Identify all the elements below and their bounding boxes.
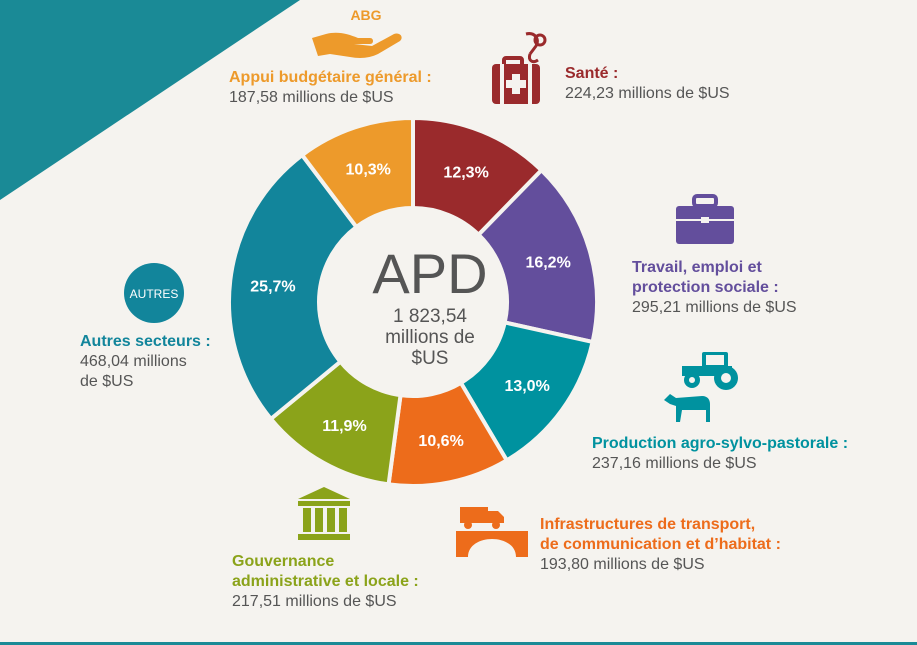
- medical-kit-icon: [490, 30, 560, 111]
- percent-labels: 12,3% 16,2% 13,0% 10,6% 11,9% 25,7% 10,3%: [250, 161, 571, 450]
- label-autres: Autres secteurs : 468,04 millions de $US: [80, 332, 211, 392]
- label-sante-value: 224,23 millions de $US: [565, 85, 730, 102]
- donut-center: [319, 208, 507, 396]
- label-abg: Appui budgétaire général : 187,58 millio…: [229, 68, 432, 108]
- label-agro-title: Production agro-sylvo-pastorale :: [592, 435, 849, 452]
- label-abg-title: Appui budgétaire général :: [229, 69, 432, 86]
- corner-triangle: [0, 0, 300, 200]
- label-gouv-title-1: Gouvernance: [232, 553, 335, 570]
- label-travail-title-1: Travail, emploi et: [632, 259, 762, 276]
- label-infra-title-2: de communication et d’habitat :: [540, 536, 781, 553]
- center-title: APD: [372, 242, 487, 305]
- truck-bridge-icon: [454, 505, 530, 564]
- abg-hand-icon: ABG: [308, 4, 408, 65]
- percent-label-infra: 10,6%: [418, 433, 463, 450]
- label-agro: Production agro-sylvo-pastorale : 237,16…: [592, 434, 848, 474]
- label-autres-title: Autres secteurs :: [80, 333, 211, 350]
- label-gouv-title-2: administrative et locale :: [232, 573, 419, 590]
- label-travail: Travail, emploi et protection sociale : …: [632, 258, 797, 318]
- label-travail-value: 295,21 millions de $US: [632, 299, 797, 316]
- label-travail-title-2: protection sociale :: [632, 279, 779, 296]
- center-unit-1: millions de: [385, 327, 475, 348]
- label-agro-value: 237,16 millions de $US: [592, 455, 757, 472]
- label-abg-value: 187,58 millions de $US: [229, 89, 394, 106]
- label-autres-value-1: 468,04 millions: [80, 353, 187, 370]
- donut-slices: [227, 115, 599, 488]
- label-gouv: Gouvernance administrative et locale : 2…: [232, 552, 419, 612]
- center-value: 1 823,54: [393, 306, 467, 327]
- briefcase-icon: [674, 194, 736, 251]
- label-infra: Infrastructures de transport, de communi…: [540, 515, 781, 575]
- label-sante-title: Santé :: [565, 65, 619, 82]
- label-sante: Santé : 224,23 millions de $US: [565, 64, 730, 104]
- percent-label-sante: 12,3%: [443, 164, 488, 181]
- percent-label-abg: 10,3%: [346, 161, 391, 178]
- center-unit-2: $US: [412, 348, 449, 369]
- percent-label-travail: 16,2%: [525, 255, 570, 272]
- percent-label-gouv: 11,9%: [322, 418, 366, 435]
- autres-badge-icon: AUTRES: [123, 262, 185, 329]
- percent-label-autres: 25,7%: [250, 278, 295, 295]
- institution-icon: [296, 485, 352, 546]
- abg-icon-text: ABG: [350, 7, 381, 23]
- label-infra-value: 193,80 millions de $US: [540, 556, 705, 573]
- label-autres-value-2: de $US: [80, 373, 134, 390]
- autres-badge-text: AUTRES: [130, 287, 179, 301]
- bottom-border: [0, 642, 917, 645]
- percent-label-agro: 13,0%: [504, 378, 549, 395]
- label-infra-title-1: Infrastructures de transport,: [540, 516, 756, 533]
- label-gouv-value: 217,51 millions de $US: [232, 593, 397, 610]
- tractor-cow-icon: [662, 348, 752, 433]
